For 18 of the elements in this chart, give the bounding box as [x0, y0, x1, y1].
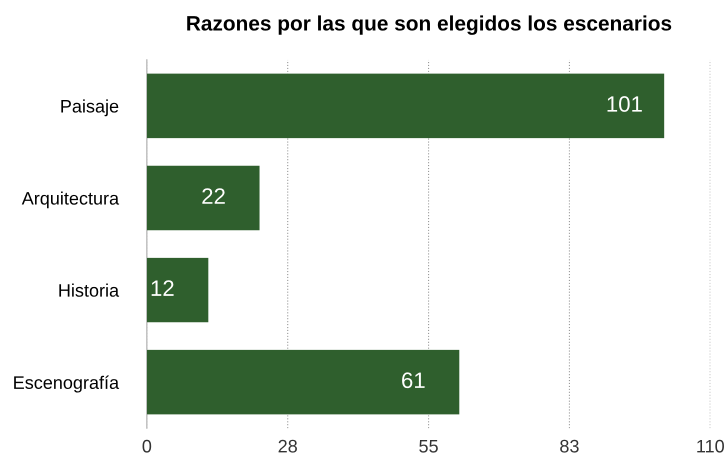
x-tick-label: 55	[419, 440, 438, 453]
x-tick-label: 0	[142, 440, 152, 453]
y-tick-label: Escenografía	[14, 376, 120, 393]
y-tick-label: Arquitectura	[22, 191, 120, 208]
y-tick-label: Paisaje	[61, 99, 118, 116]
data-label: 22	[202, 188, 225, 204]
x-tick-label: 83	[560, 440, 579, 453]
chart-title: Razones por las que son elegidos los escenarios	[187, 15, 672, 35]
bar	[146, 166, 260, 230]
data-label: 12	[152, 280, 174, 296]
data-label: 61	[402, 372, 425, 388]
bar	[146, 350, 460, 414]
x-tick-label: 110	[697, 440, 724, 453]
bar	[146, 74, 664, 138]
data-label: 101	[608, 96, 642, 112]
bar	[146, 258, 208, 322]
y-tick-label: Historia	[59, 284, 120, 297]
x-tick-label: 28	[278, 440, 297, 453]
